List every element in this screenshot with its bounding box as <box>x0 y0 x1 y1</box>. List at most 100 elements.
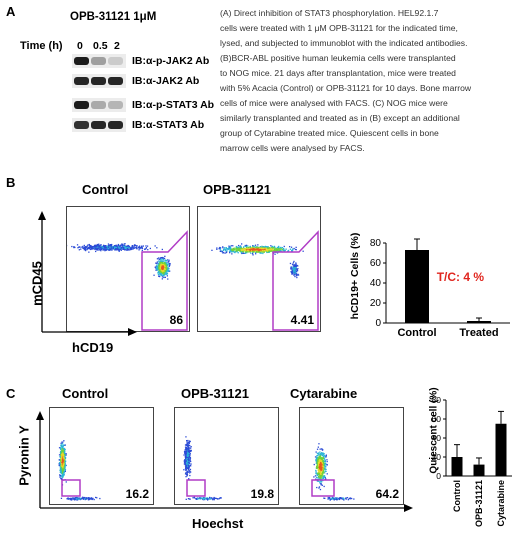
y-tick-label: 80 <box>432 395 442 405</box>
scatter-dot <box>183 463 186 465</box>
scatter-dot <box>60 452 62 454</box>
scatter-dot <box>327 498 329 500</box>
scatter-dot <box>322 471 324 473</box>
scatter-dot <box>224 252 226 254</box>
scatter-dot <box>319 455 322 457</box>
scatter-dot <box>156 264 158 266</box>
scatter-dot <box>166 264 168 266</box>
scatter-dot <box>88 243 90 246</box>
scatter-dot <box>159 275 161 278</box>
scatter-dot <box>186 441 188 443</box>
scatter-dot <box>319 481 321 483</box>
scatter-dot <box>74 499 76 501</box>
scatter-dot <box>60 451 62 453</box>
scatter-dot <box>100 244 102 246</box>
scatter-dot <box>238 244 240 247</box>
scatter-dot <box>317 480 319 482</box>
scatter-dot <box>184 465 187 467</box>
scatter-dot <box>165 264 167 266</box>
scatter-dot <box>185 476 187 478</box>
plot-title: Control <box>62 386 109 401</box>
scatter-dot <box>258 247 260 249</box>
scatter-dot <box>86 248 88 251</box>
scatter-dot <box>259 251 261 253</box>
scatter-dot <box>114 245 116 247</box>
scatter-dot <box>186 457 188 459</box>
scatter-dot <box>105 247 107 249</box>
scatter-dot <box>163 276 165 279</box>
scatter-dot <box>164 268 166 270</box>
scatter-dot <box>90 248 92 251</box>
scatter-dot <box>61 469 63 471</box>
scatter-dot <box>73 246 75 248</box>
scatter-dot <box>323 475 325 477</box>
scatter-dot <box>78 249 80 251</box>
scatter-dot <box>316 460 319 462</box>
scatter-dot <box>283 247 285 250</box>
scatter-dot <box>322 476 324 478</box>
scatter-dot <box>187 461 189 463</box>
scatter-dot <box>184 461 186 463</box>
scatter-dot <box>274 247 276 249</box>
scatter-dot <box>238 246 240 248</box>
scatter-dot <box>75 497 77 499</box>
scatter-dot <box>160 262 162 264</box>
scatter-dot <box>160 271 162 273</box>
scatter-dot <box>252 245 254 247</box>
scatter-dot <box>156 262 158 264</box>
scatter-dot <box>129 247 131 249</box>
scatter-dot <box>189 440 191 442</box>
scatter-dot <box>296 271 298 273</box>
scatter-dot <box>64 458 66 460</box>
scatter-dot <box>255 250 257 253</box>
scatter-dot <box>295 246 297 248</box>
scatter-dot <box>92 246 95 248</box>
scatter-dot <box>292 271 294 273</box>
plot-title: Control <box>82 182 129 197</box>
scatter-dot <box>100 247 102 249</box>
scatter-dot <box>321 461 323 464</box>
scatter-dot <box>324 464 326 466</box>
scatter-dot <box>317 469 319 471</box>
scatter-dot <box>61 446 63 448</box>
scatter-dot <box>236 248 238 250</box>
scatter-dot <box>120 248 122 250</box>
y-arrow-head <box>36 411 44 420</box>
caption-line: group of Cytarabine treated mice. Quiesc… <box>220 128 439 138</box>
scatter-dot <box>189 468 192 471</box>
scatter-dot <box>112 245 115 248</box>
scatter-dot <box>296 269 298 271</box>
scatter-dot <box>161 274 164 276</box>
scatter-dot <box>289 248 292 250</box>
scatter-dot <box>243 246 245 248</box>
scatter-dot <box>345 497 347 499</box>
scatter-dot <box>319 453 321 455</box>
scatter-dot <box>164 272 166 274</box>
scatter-dot <box>291 269 293 272</box>
scatter-dot <box>332 497 334 499</box>
scatter-dot <box>185 450 187 453</box>
scatter-dot <box>88 498 90 500</box>
blot-band <box>91 77 106 85</box>
scatter-dot <box>154 245 156 247</box>
scatter-dot <box>204 498 206 501</box>
bar-y-label: Quiescent cell (%) <box>428 387 440 474</box>
scatter-dot <box>160 264 163 266</box>
scatter-dot <box>295 264 297 266</box>
scatter-dot <box>73 498 75 500</box>
scatter-dot <box>321 474 323 476</box>
scatter-dot <box>63 470 65 472</box>
scatter-dot <box>144 248 146 250</box>
scatter-dot <box>166 273 168 275</box>
scatter-dot <box>318 456 320 458</box>
scatter-dot <box>165 269 167 272</box>
scatter-dot <box>186 448 188 450</box>
scatter-dot <box>322 477 324 479</box>
scatter-dot <box>62 448 64 450</box>
scatter-density <box>183 436 222 501</box>
scatter-dot <box>290 246 293 248</box>
scatter-dot <box>91 246 93 249</box>
scatter-dot <box>214 497 216 499</box>
scatter-dot <box>315 478 317 480</box>
scatter-dot <box>222 252 224 254</box>
